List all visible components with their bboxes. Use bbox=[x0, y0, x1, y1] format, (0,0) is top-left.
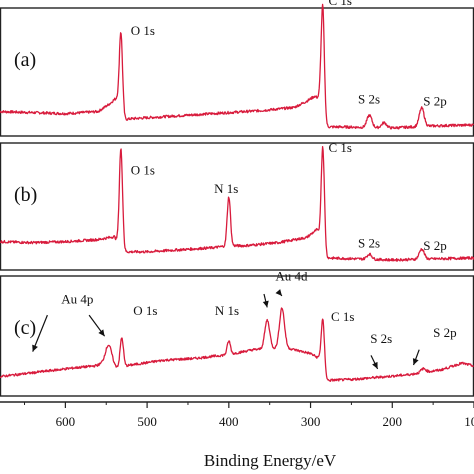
panel-frame bbox=[0, 7, 474, 137]
panel-label: (b) bbox=[14, 184, 37, 206]
x-tick-label: 200 bbox=[383, 414, 403, 429]
peak-label: O 1s bbox=[131, 23, 155, 38]
panel-label: (a) bbox=[14, 49, 36, 71]
spectrum-line bbox=[0, 3, 474, 130]
spectrum-line bbox=[0, 145, 474, 262]
panel-label: (c) bbox=[14, 317, 36, 339]
annotation-arrowhead bbox=[372, 361, 378, 369]
x-axis: 600 500 400 300 200 100 bbox=[0, 401, 474, 429]
panel-1: (a) O 1s C 1s S 2s S 2p bbox=[0, 0, 474, 137]
peak-label: Au 4d bbox=[275, 269, 308, 284]
x-tick-label: 300 bbox=[301, 414, 321, 429]
peak-label: O 1s bbox=[131, 163, 155, 178]
peak-label: S 2p bbox=[433, 325, 456, 340]
x-tick-label: 600 bbox=[56, 414, 76, 429]
annotation-arrowhead bbox=[412, 358, 419, 365]
peak-label: O 1s bbox=[133, 303, 157, 318]
annotation-arrow bbox=[32, 314, 48, 352]
panel-3: (c) Au 4p O 1s N 1s Au 4d C 1s S 2s S 2p bbox=[0, 269, 474, 397]
x-axis-label: Binding Energy/eV bbox=[204, 451, 337, 470]
annotation-arrowhead bbox=[262, 300, 269, 308]
peak-label: Au 4p bbox=[61, 292, 93, 307]
peak-label: S 2p bbox=[423, 93, 446, 108]
peak-label: C 1s bbox=[329, 0, 352, 8]
panels-layer: (a) O 1s C 1s S 2s S 2p (b) O 1s N 1s C 1s S 2s S … bbox=[0, 0, 474, 397]
annotation-arrowhead bbox=[98, 329, 105, 337]
panel-frame bbox=[0, 142, 474, 271]
annotation-arrowhead bbox=[32, 344, 38, 352]
panel-2: (b) O 1s N 1s C 1s S 2s S 2p bbox=[0, 140, 474, 271]
peak-label: S 2s bbox=[358, 91, 380, 106]
peak-label: S 2s bbox=[370, 331, 392, 346]
peak-label: C 1s bbox=[331, 309, 354, 324]
x-tick-label: 400 bbox=[219, 414, 239, 429]
annotation-arrowhead bbox=[275, 289, 282, 296]
spectrum-line bbox=[0, 307, 474, 382]
peak-label: S 2p bbox=[423, 238, 446, 253]
x-tick-label: 500 bbox=[137, 414, 157, 429]
peak-label: N 1s bbox=[214, 181, 238, 196]
peak-label: N 1s bbox=[215, 303, 239, 318]
peak-label: C 1s bbox=[329, 140, 352, 155]
x-tick-label: 100 bbox=[464, 414, 474, 429]
peak-label: S 2s bbox=[358, 236, 380, 251]
